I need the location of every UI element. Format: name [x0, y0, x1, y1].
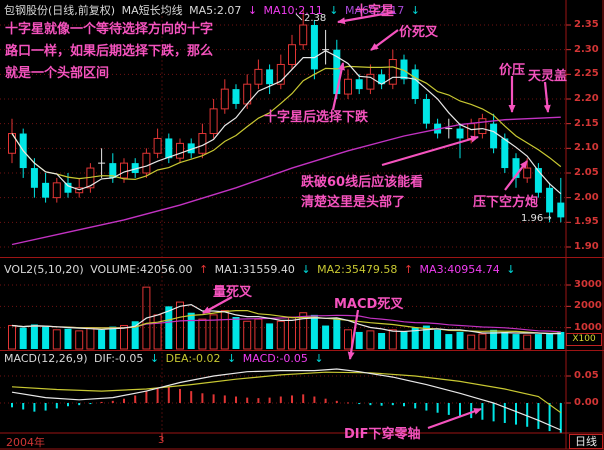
- down-arrow-icon: ↓: [301, 263, 311, 276]
- down-arrow-icon: ↓: [227, 352, 237, 365]
- price-axis-label: 1.90: [574, 240, 599, 252]
- period-daily-button[interactable]: 日线: [569, 434, 603, 449]
- dif-value: DIF:-0.05: [94, 352, 144, 365]
- price-axis-label: 2.20: [574, 92, 599, 104]
- annotation-price-pressure: 价压: [499, 63, 526, 78]
- vol-ma1-value: MA1:31559.40: [214, 263, 295, 276]
- annotation-sky-cover: 天灵盖: [528, 69, 568, 84]
- down-arrow-icon: ↓: [506, 263, 516, 276]
- year-label[interactable]: 2004年: [6, 436, 45, 449]
- macd-axis-label: 0.05: [574, 370, 599, 381]
- ma5-value: MA5:2.07: [189, 4, 242, 17]
- down-arrow-icon: ↓: [314, 352, 324, 365]
- price-axis-label: 2.25: [574, 68, 599, 80]
- macd-axis-label: 0.00: [574, 397, 599, 408]
- annotation-macd-death-cross: MACD死叉: [334, 297, 404, 312]
- title-bar: 包钢股份(日线,前复权) MA短长均线 MA5:2.07 ↓ MA10:2.11…: [4, 2, 423, 18]
- volume-unit-box: X100: [566, 333, 602, 346]
- annotation-doji-then-fall: 十字星后选择下跌: [264, 110, 369, 125]
- month-label: 3: [158, 435, 165, 446]
- macd-value: MACD:-0.05: [242, 352, 308, 365]
- annotation-note-block: 十字星就像一个等待选择方向的十字 路口一样，如果后期选择下跌，那么 就是一个头部…: [5, 19, 213, 85]
- vol-ma3-value: MA3:40954.74: [419, 263, 500, 276]
- price-axis-label: 2.10: [574, 142, 599, 154]
- ma60-value: MA60:2.17: [344, 4, 405, 17]
- price-last-label: 1.96→: [521, 213, 552, 224]
- ma10-value: MA10:2.11: [263, 4, 323, 17]
- price-axis-label: 2.05: [574, 166, 599, 178]
- annotation-note-line: 就是一个头部区间: [5, 66, 110, 81]
- volume-axis-label: 1000: [574, 321, 602, 333]
- annotation-break-ma60-line1: 跌破60线后应该能看: [301, 175, 424, 190]
- annotation-price-death-cross: 价死叉: [399, 25, 439, 40]
- price-axis-label: 1.95: [574, 216, 599, 228]
- annotation-bear-cannon: 压下空方炮: [473, 195, 539, 210]
- price-axis-label: 2.00: [574, 191, 599, 203]
- annotation-note-line: 路口一样，如果后期选择下跌，那么: [5, 44, 214, 59]
- volume-axis-label: 3000: [574, 279, 602, 290]
- ma-legend-label: MA短长均线: [121, 4, 183, 17]
- price-axis-label: 2.15: [574, 117, 599, 129]
- volume-header: VOL2(5,10,20) VOLUME:42056.00 ↑ MA1:3155…: [4, 263, 518, 276]
- stock-title[interactable]: 包钢股份(日线,前复权): [4, 4, 116, 17]
- dea-value: DEA:-0.02: [165, 352, 221, 365]
- macd-indicator-label[interactable]: MACD(12,26,9): [4, 352, 88, 365]
- vol-ma2-value: MA2:35479.58: [317, 263, 398, 276]
- annotation-break-ma60-line2: 清楚这里是头部了: [301, 195, 406, 210]
- right-arrow-icon: →: [543, 213, 552, 224]
- annotation-dif-cross-zero: DIF下穿零轴: [344, 427, 421, 442]
- down-arrow-icon: ↓: [149, 352, 160, 365]
- vol-indicator-label[interactable]: VOL2(5,10,20): [4, 263, 84, 276]
- volume-value: VOLUME:42056.00: [90, 263, 193, 276]
- annotation-doji-star: 十字星: [355, 4, 395, 19]
- down-arrow-icon: ↓: [410, 4, 420, 17]
- price-axis-label: 2.35: [574, 19, 599, 30]
- annotation-note-line: 十字星就像一个等待选择方向的十字: [5, 22, 214, 37]
- down-arrow-icon: ↓: [329, 4, 339, 17]
- up-arrow-icon: ↑: [403, 263, 414, 276]
- macd-header: MACD(12,26,9) DIF:-0.05 ↓ DEA:-0.02 ↓ MA…: [4, 352, 327, 365]
- volume-axis-label: 2000: [574, 300, 602, 312]
- down-arrow-icon: ↓: [247, 4, 258, 17]
- annotation-volume-death-cross: 量死叉: [213, 285, 253, 300]
- up-arrow-icon: ↑: [198, 263, 209, 276]
- price-axis-label: 2.30: [574, 43, 599, 55]
- price-peak-label: 2.38: [304, 13, 327, 24]
- price-last-value: 1.96: [521, 213, 544, 224]
